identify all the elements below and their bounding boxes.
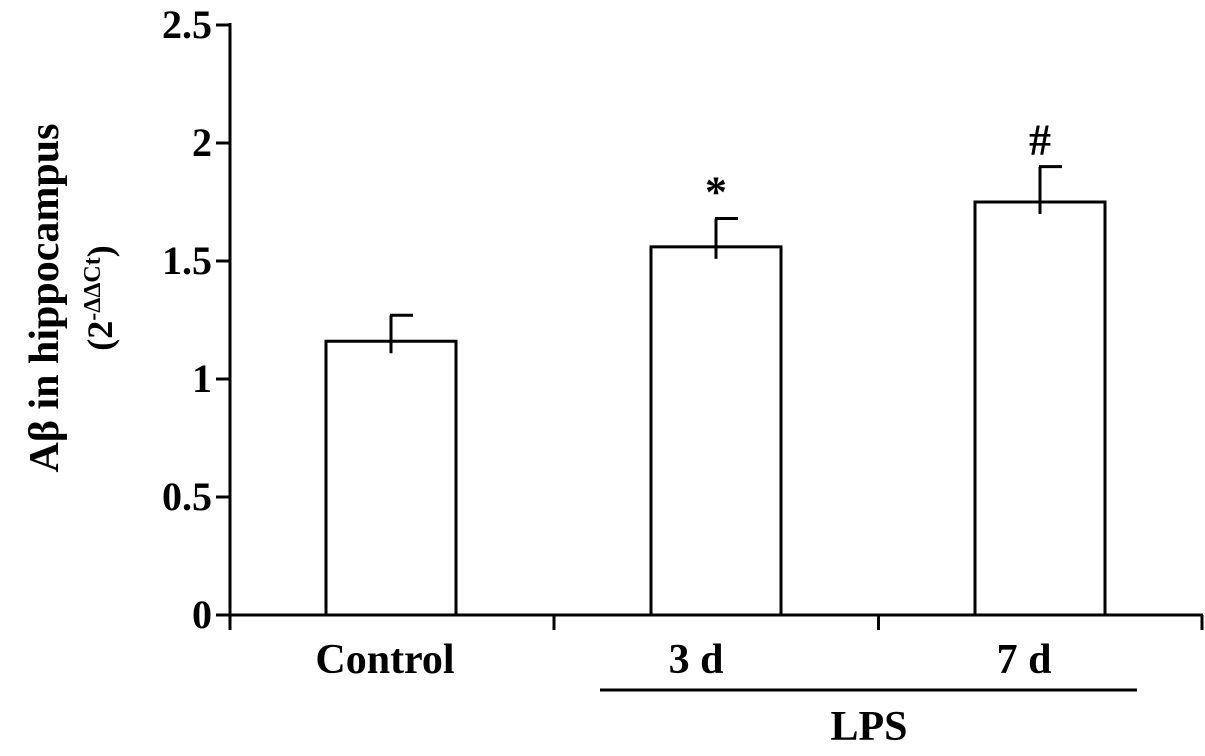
y-axis-unit: (2-ΔΔCt) (80, 245, 120, 350)
y-tick-label: 2 (192, 120, 212, 165)
bar-0 (324, 339, 458, 617)
category-label-0: Control (315, 637, 454, 683)
significance-marker-2: # (1029, 116, 1051, 165)
labels: 0 0.5 1 1.5 2 2.5 Control * 3 d #7 d (162, 2, 1137, 692)
category-label-2: 7 d (997, 637, 1052, 683)
y-tick-label: 1 (192, 356, 212, 401)
bar-2 (973, 200, 1107, 617)
y-tick-label: 0.5 (162, 474, 212, 519)
y-tick-label: 1.5 (162, 238, 212, 283)
y-tick-label: 0 (192, 592, 212, 637)
y-axis-unit-base: (2 (80, 321, 120, 351)
category-label-1: 3 d (669, 637, 724, 683)
bars (324, 165, 1107, 617)
y-axis-unit-close: ) (80, 245, 120, 257)
significance-marker-1: * (705, 168, 727, 217)
y-axis-title: Aβ in hippocampus (22, 124, 68, 473)
group-label-lps: LPS (830, 704, 907, 750)
y-tick-label: 2.5 (162, 2, 212, 47)
bar-1 (649, 245, 783, 617)
y-axis-unit-exponent: -ΔΔCt (80, 257, 106, 320)
